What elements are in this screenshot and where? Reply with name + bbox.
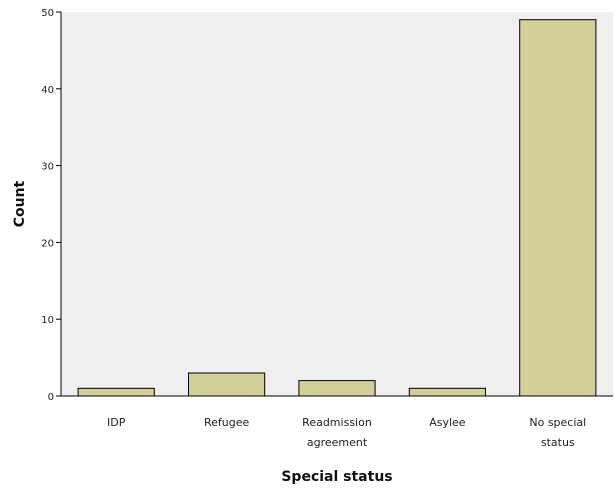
x-tick-label-4: No special status <box>529 416 586 449</box>
x-tick-label-0: IDP <box>107 416 126 429</box>
bar-4 <box>519 19 597 397</box>
x-tick-label-3: Asylee <box>429 416 466 429</box>
x-axis-title: Special status <box>281 469 392 485</box>
y-axis-title: Count <box>12 180 28 227</box>
y-tick-label-2: 20 <box>41 238 54 249</box>
bar-1 <box>188 372 266 397</box>
x-tick-label-1: Refugee <box>204 416 250 429</box>
y-tick-label-0: 0 <box>48 392 54 403</box>
bar-3 <box>408 387 486 397</box>
y-tick-label-1: 10 <box>41 315 54 326</box>
bars-group <box>77 19 597 397</box>
y-tick-label-5: 50 <box>41 8 54 19</box>
axes-group <box>60 12 613 397</box>
bar-0 <box>77 387 155 397</box>
x-tick-labels-group: IDP Refugee Readmission agreement Asylee No s… <box>107 416 586 449</box>
bar-2 <box>298 380 376 397</box>
y-ticks-group: 0 10 20 30 40 50 <box>41 8 61 403</box>
y-tick-label-4: 40 <box>41 85 54 96</box>
x-tick-label-2: Readmission agreement <box>302 416 372 449</box>
y-tick-label-3: 30 <box>41 162 54 173</box>
